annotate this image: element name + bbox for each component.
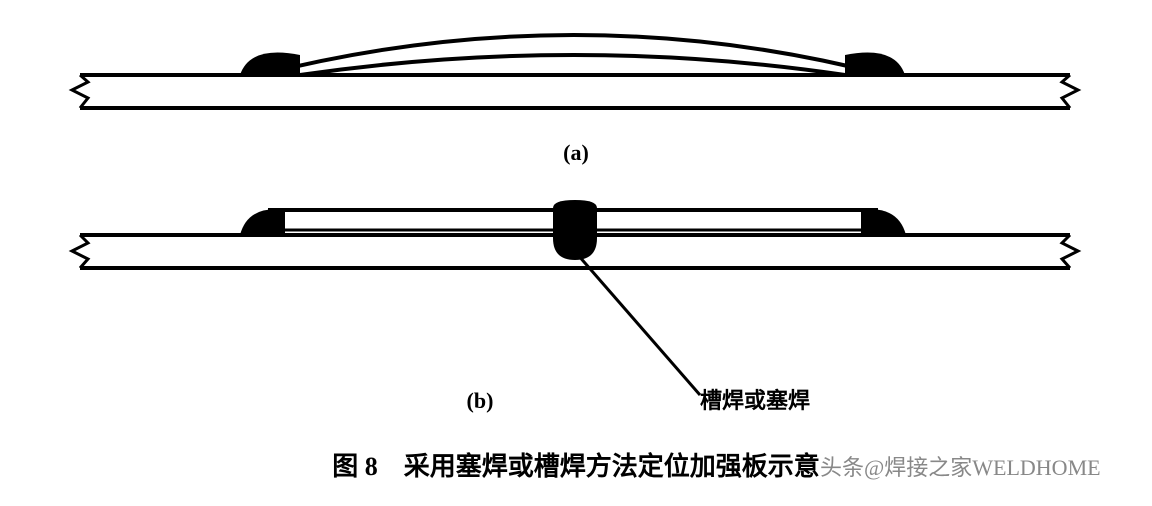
watermark: 头条@焊接之家WELDHOME [820, 455, 1101, 480]
figure-container: (a) (b) 槽焊或塞焊 [0, 0, 1152, 506]
figure-caption: 图 8 采用塞焊或槽焊方法定位加强板示意 [332, 451, 820, 481]
label-a: (a) [563, 140, 589, 165]
diagram-a [72, 35, 1078, 108]
diagram-b [72, 200, 1078, 395]
weld-annotation: 槽焊或塞焊 [700, 388, 810, 413]
figure-svg: (a) (b) 槽焊或塞焊 [0, 0, 1152, 506]
label-b: (b) [467, 388, 494, 413]
